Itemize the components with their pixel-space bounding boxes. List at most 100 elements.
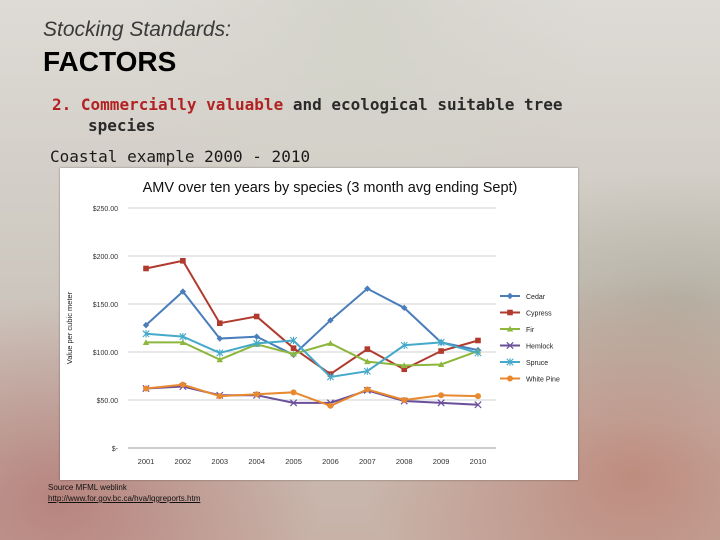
data-point — [506, 292, 514, 300]
data-point — [290, 389, 297, 396]
data-point — [475, 337, 481, 344]
source-link[interactable]: http://www.for.gov.bc.ca/hva/lqgreports.… — [48, 494, 201, 503]
series-line — [145, 383, 479, 407]
data-point — [289, 399, 298, 407]
source-note: Source MFML weblink http://www.for.gov.b… — [48, 482, 200, 504]
data-point — [289, 336, 298, 345]
data-point — [438, 392, 445, 399]
chart-gridlines — [128, 207, 496, 449]
x-tick-label: 2006 — [322, 457, 339, 466]
data-point — [401, 397, 408, 403]
chart-series — [142, 258, 482, 409]
source-label: Source MFML weblink — [48, 483, 127, 492]
legend-label: Spruce — [526, 360, 548, 367]
data-point — [290, 345, 297, 351]
data-point — [253, 339, 261, 348]
x-tick-label: 2008 — [396, 457, 413, 466]
data-point — [179, 332, 187, 341]
data-point — [216, 349, 224, 357]
x-tick-label: 2007 — [359, 457, 376, 466]
chart-y-ticks: $- $50.00 $100.00 $150.00 $200.00 $250.00 — [93, 206, 119, 453]
data-point — [364, 358, 371, 365]
legend-item: White Pine — [500, 375, 560, 384]
x-tick-label: 2009 — [433, 457, 450, 466]
data-point — [180, 258, 186, 264]
factor-point: 2. Commercially valuable and ecological … — [52, 94, 652, 136]
x-tick-label: 2005 — [285, 457, 302, 466]
y-tick-label: $200.00 — [93, 254, 118, 261]
data-point — [401, 366, 408, 373]
series-line — [145, 287, 479, 357]
data-point — [506, 341, 514, 350]
y-tick-label: $100.00 — [93, 350, 118, 357]
slide-subtitle: Stocking Standards: — [43, 18, 231, 41]
chart-legend: Cedar Cypress Fir Hemlock Spruce White Pine — [500, 292, 560, 384]
legend-item: Cypress — [500, 309, 552, 318]
chart-container: AMV over ten years by species (3 month a… — [60, 168, 578, 480]
data-point — [179, 288, 187, 295]
chart-x-ticks: 2001 2002 2003 2004 2005 2006 2007 2008 2009 2010 — [138, 457, 487, 466]
legend-label: Fir — [526, 327, 535, 334]
legend-label: Cedar — [526, 294, 546, 301]
data-point — [326, 373, 335, 381]
legend-label: Cypress — [526, 311, 552, 318]
legend-label: Hemlock — [526, 344, 554, 351]
amv-line-chart: AMV over ten years by species (3 month a… — [65, 180, 560, 466]
series-line — [145, 259, 479, 376]
slide-title: FACTORS — [43, 46, 177, 77]
legend-label: White Pine — [526, 377, 560, 384]
chart-y-axis-label: Value per cubic meter — [65, 291, 74, 364]
data-point — [364, 285, 371, 292]
chart-title: AMV over ten years by species (3 month a… — [143, 180, 518, 196]
data-point — [364, 346, 371, 352]
data-point — [400, 341, 408, 349]
data-point — [475, 393, 481, 400]
data-point — [253, 313, 260, 320]
data-point — [437, 361, 445, 368]
data-point — [327, 317, 334, 324]
point-text: and ecological suitable tree — [283, 95, 563, 114]
x-tick-label: 2002 — [175, 457, 192, 466]
data-point — [143, 385, 149, 392]
data-point — [216, 356, 223, 363]
data-point — [253, 391, 260, 398]
data-point — [327, 340, 334, 346]
data-point — [142, 339, 150, 345]
data-point — [506, 325, 514, 332]
data-point — [179, 339, 187, 345]
point-number: 2. — [52, 95, 72, 114]
data-point — [363, 367, 371, 375]
data-point — [507, 375, 513, 382]
legend-item: Hemlock — [500, 341, 554, 351]
data-point — [216, 320, 223, 326]
legend-item: Cedar — [500, 292, 546, 301]
legend-item: Fir — [500, 325, 535, 334]
data-point — [474, 349, 482, 357]
data-point — [327, 402, 334, 409]
x-tick-label: 2010 — [470, 457, 487, 466]
x-tick-label: 2003 — [211, 457, 228, 466]
data-point — [142, 330, 150, 338]
example-caption: Coastal example 2000 - 2010 — [50, 147, 311, 166]
data-point — [216, 335, 223, 342]
y-tick-label: $- — [112, 446, 119, 453]
data-point — [143, 265, 149, 272]
data-point — [290, 350, 297, 357]
series-white-pine — [143, 381, 481, 409]
data-point — [364, 386, 371, 393]
data-point — [438, 348, 444, 354]
data-point — [437, 338, 445, 347]
y-tick-label: $50.00 — [97, 398, 119, 405]
data-point — [506, 358, 514, 366]
series-line — [146, 341, 479, 367]
data-point — [437, 399, 445, 407]
data-point — [253, 333, 260, 340]
data-point — [507, 309, 513, 316]
y-tick-label: $250.00 — [93, 206, 118, 213]
series-line — [145, 332, 479, 379]
data-point — [401, 362, 408, 368]
data-point — [216, 393, 223, 400]
point-highlight: Commercially valuable — [80, 95, 284, 114]
legend-item: Spruce — [500, 358, 548, 367]
point-text-continued: species — [88, 116, 156, 135]
